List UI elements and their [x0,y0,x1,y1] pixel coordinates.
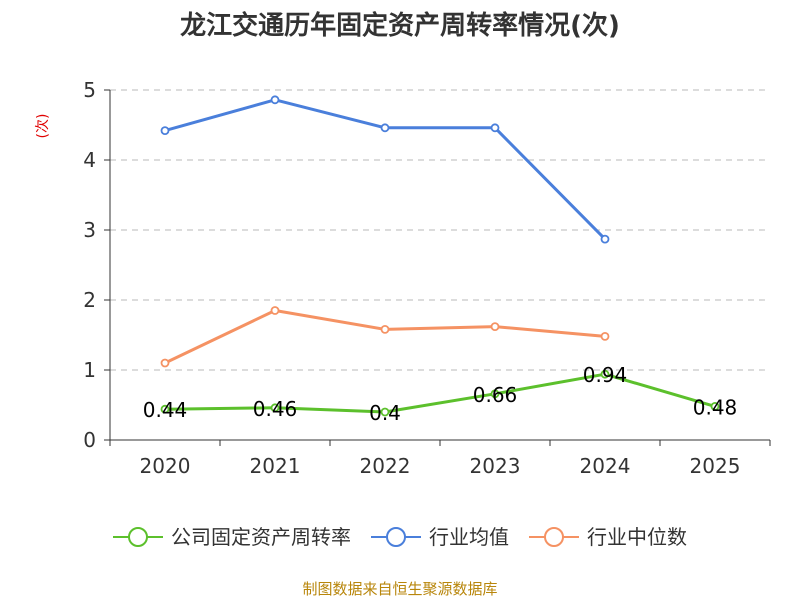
series-0-point[interactable] [380,407,390,417]
series-1 [160,95,610,244]
series-1-line [163,98,607,241]
series-2-point[interactable] [490,322,500,332]
series-0-point[interactable] [600,369,610,379]
y-tick-label: 3 [83,218,96,242]
x-tick-label: 2023 [470,454,521,478]
series-1-point[interactable] [160,126,170,136]
series-0-line [163,372,717,414]
series-2-point[interactable] [270,306,280,315]
series-0 [160,369,720,417]
legend-label: 行业均值 [429,525,509,549]
series-1-point[interactable] [490,123,500,133]
series-0-data-label: 0.4 [369,401,401,425]
y-axis-label: (次) [35,114,51,139]
chart-title: 龙江交通历年固定资产周转率情况(次) [180,10,620,41]
y-tick-label: 4 [83,148,96,172]
legend-label: 公司固定资产周转率 [171,525,351,549]
data-labels: 0.44 0.46 0.4 0.66 0.94 0.48 [143,363,738,425]
series-1-point[interactable] [270,95,280,105]
x-tick-label: 2024 [580,454,631,478]
series-0-point[interactable] [490,389,500,399]
data-source-note: 制图数据来自恒生聚源数据库 [302,580,497,598]
series-0-data-label: 0.66 [473,383,518,407]
series-0-data-label: 0.46 [253,397,298,421]
series-layer [160,95,720,417]
legend-label: 行业中位数 [587,525,687,549]
legend-item-series-0[interactable]: 公司固定资产周转率 [113,525,351,549]
legend-item-series-2[interactable]: 行业中位数 [529,525,687,549]
axes: 0 1 2 3 4 5 2020 2021 2022 2023 2024 2025 [83,78,771,478]
legend-marker-icon [544,527,564,547]
x-tick-label: 2020 [140,454,191,478]
series-2-point[interactable] [160,358,170,368]
legend-marker-icon [128,527,148,547]
legend-item-series-1[interactable]: 行业均值 [371,525,509,549]
legend-marker-icon [386,527,406,547]
gridlines [110,89,770,371]
x-tick-label: 2022 [360,454,411,478]
series-0-point[interactable] [160,404,170,414]
series-0-data-label: 0.44 [143,398,188,422]
x-tick-label: 2021 [250,454,301,478]
y-tick-label: 1 [83,358,96,382]
y-tick-label: 2 [83,288,96,312]
y-tick-label: 0 [83,428,96,452]
x-tick-label: 2025 [690,454,741,478]
series-2-line [163,309,607,365]
legend[interactable]: 公司固定资产周转率 行业均值 行业中位数 [113,525,687,549]
series-1-point[interactable] [600,234,610,244]
series-2-point[interactable] [380,324,390,334]
series-0-point[interactable] [270,403,280,413]
series-0-data-label: 0.94 [583,363,628,387]
series-0-data-label: 0.48 [693,395,738,419]
series-2 [160,306,610,368]
series-0-point[interactable] [710,401,720,411]
y-tick-label: 5 [83,78,96,102]
series-1-point[interactable] [380,123,390,133]
series-2-point[interactable] [600,331,610,341]
